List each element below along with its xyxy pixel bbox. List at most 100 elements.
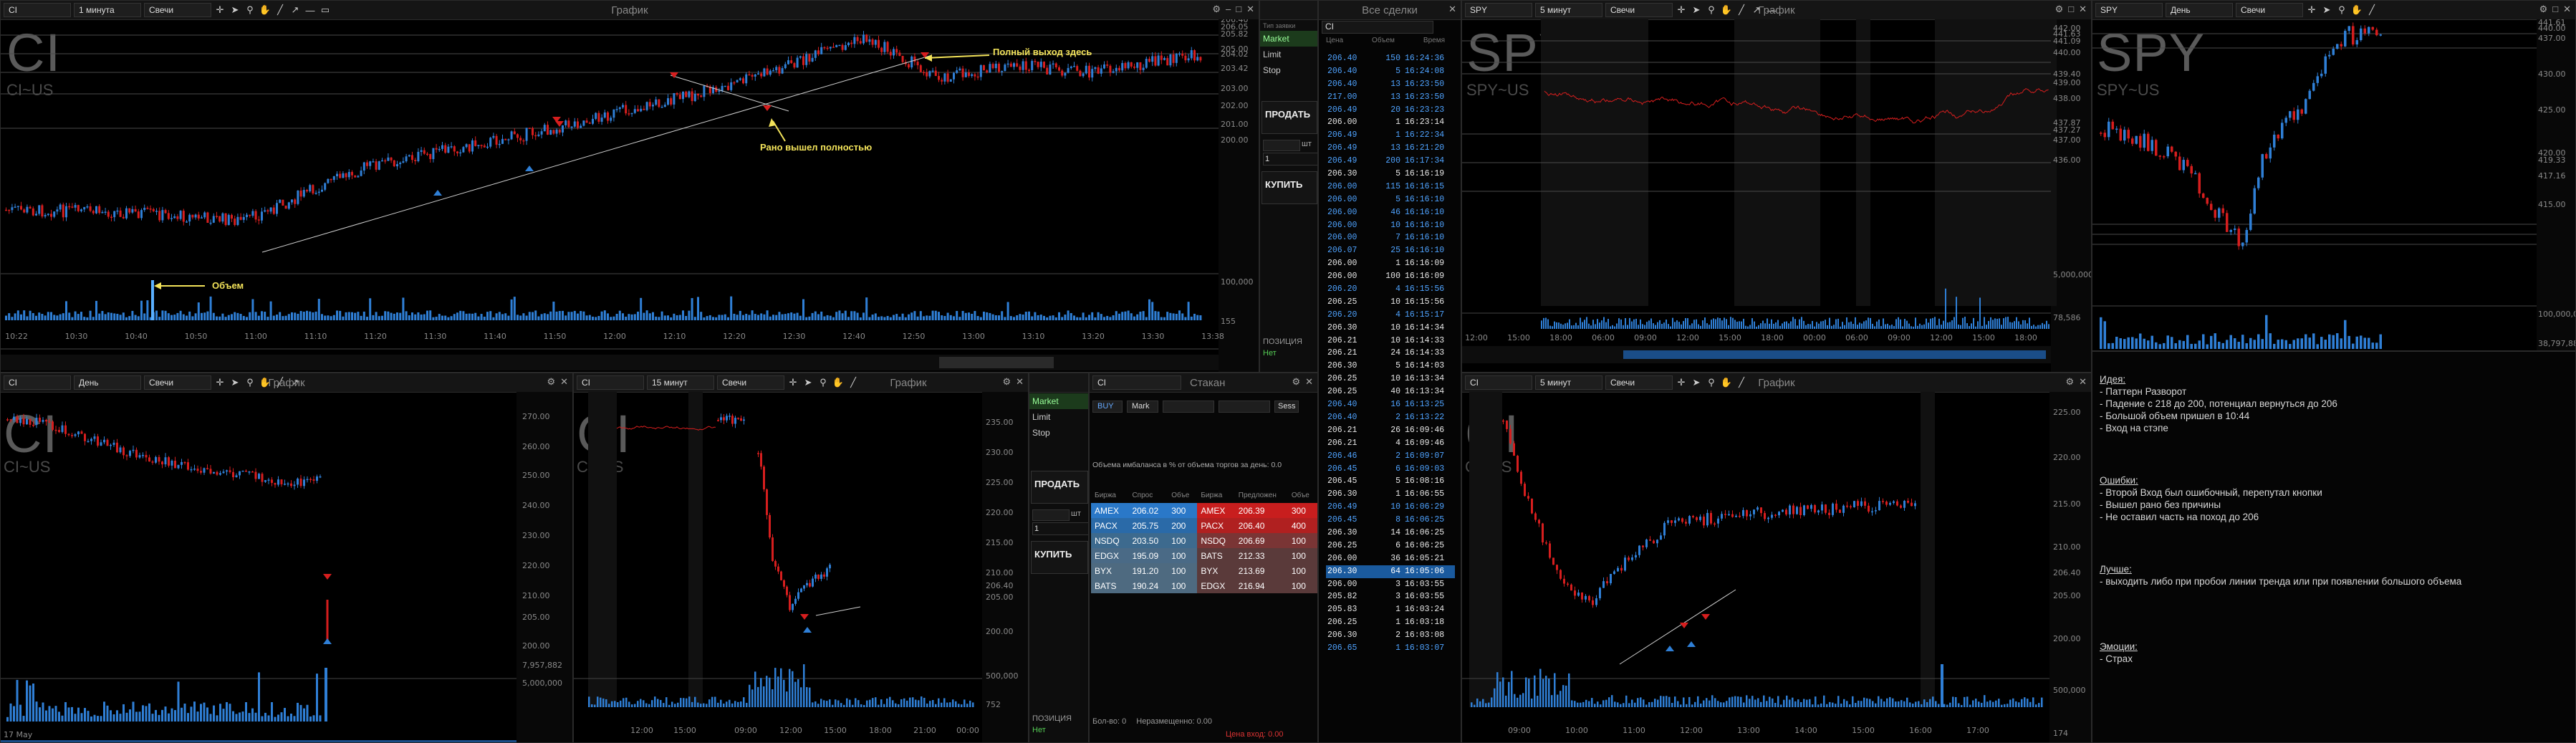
buy-button[interactable]: КУПИТЬ [1261, 171, 1317, 204]
trade-row[interactable]: 206.21 10 16:14:33 [1326, 335, 1455, 347]
trade-row[interactable]: 206.46 2 16:09:07 [1326, 450, 1455, 463]
trade-row[interactable]: 205.83 1 16:03:24 [1326, 603, 1455, 616]
symbol-input[interactable]: CI [1465, 375, 1532, 390]
trade-row[interactable]: 205.82 3 16:03:55 [1326, 590, 1455, 603]
trade-row[interactable]: 217.00 13 16:23:50 [1326, 91, 1455, 104]
trade-row[interactable]: 206.30 1 16:06:55 [1326, 488, 1455, 501]
close-icon[interactable]: ✕ [2563, 4, 2571, 14]
order-type-stop[interactable]: Stop [1032, 428, 1050, 438]
settings-icon[interactable]: ⚙ [2539, 4, 2548, 14]
trade-row[interactable]: 206.21 4 16:09:46 [1326, 437, 1455, 450]
trade-row[interactable]: 206.25 6 16:06:25 [1326, 540, 1455, 552]
trade-row[interactable]: 206.45 5 16:08:16 [1326, 475, 1455, 488]
pointer-icon[interactable]: ➤ [2322, 4, 2331, 15]
buy-button[interactable]: КУПИТЬ [1031, 541, 1088, 574]
close-icon[interactable]: ✕ [1305, 376, 1313, 387]
order-type-market[interactable]: Market [1260, 31, 1317, 47]
side-select[interactable]: BUY [1092, 401, 1123, 413]
session-select[interactable]: Sess [1274, 401, 1299, 413]
hand-icon[interactable]: ✋ [259, 4, 271, 15]
trade-row[interactable]: 206.00 1 16:16:09 [1326, 257, 1455, 270]
qty-input[interactable]: 1 [1032, 522, 1088, 535]
trade-row[interactable]: 206.00 46 16:16:10 [1326, 206, 1455, 219]
close-icon[interactable]: ✕ [1246, 4, 1254, 14]
chart-type-select[interactable]: Свечи [1605, 3, 1673, 17]
close-icon[interactable]: ✕ [560, 376, 568, 387]
l2-row[interactable]: BYX 191.20 100 BYX 213.69 100 [1091, 563, 1317, 578]
trade-row[interactable]: 206.25 40 16:13:34 [1326, 385, 1455, 398]
trade-row[interactable]: 206.25 10 16:15:56 [1326, 296, 1455, 309]
pointer-icon[interactable]: ➤ [231, 377, 239, 388]
trade-row[interactable]: 206.49 20 16:23:23 [1326, 104, 1455, 117]
settings-icon[interactable]: ⚙ [1002, 376, 1011, 387]
trade-row[interactable]: 206.07 25 16:16:10 [1326, 244, 1455, 257]
crosshair-icon[interactable]: ✛ [1677, 377, 1686, 388]
interval-select[interactable]: 5 минут [1535, 3, 1602, 17]
order-type-limit[interactable]: Limit [1032, 412, 1051, 422]
close-icon[interactable]: ✕ [1448, 4, 1456, 14]
price-chart[interactable]: 442.00441.63441.09440.00439.40439.00438.… [1462, 19, 2092, 373]
close-icon[interactable]: ✕ [1016, 376, 1024, 387]
price-chart[interactable]: 225.00220.00215.00210.00206.40205.00200.… [1462, 392, 2092, 743]
l2-row[interactable]: PACX 205.75 200 PACX 206.40 400 [1091, 518, 1317, 533]
zoom-icon[interactable]: ⚲ [246, 4, 254, 15]
trade-row[interactable]: 206.20 4 16:15:17 [1326, 309, 1455, 322]
price-chart[interactable]: 270.00260.00250.00240.00230.00220.00210.… [1, 392, 573, 743]
hand-icon[interactable]: ✋ [1720, 377, 1733, 388]
chart-type-select[interactable]: Свечи [2236, 3, 2303, 17]
trade-row[interactable]: 206.49 1 16:22:34 [1326, 129, 1455, 142]
arrow-icon[interactable]: ↗ [291, 4, 299, 15]
crosshair-icon[interactable]: ✛ [2307, 4, 2316, 15]
route-select[interactable]: Mark [1127, 401, 1158, 413]
trade-row[interactable]: 206.40 16 16:13:25 [1326, 398, 1455, 411]
chart-type-select[interactable]: Свечи [144, 375, 211, 390]
crosshair-icon[interactable]: ✛ [1677, 4, 1686, 15]
hand-icon[interactable]: ✋ [1720, 4, 1733, 15]
pointer-icon[interactable]: ➤ [1692, 4, 1701, 15]
chart-type-select[interactable]: Свечи [1605, 375, 1673, 390]
chart-pane-ci-1min[interactable]: CI 1 минута Свечи ✛ ➤ ⚲ ✋ ╱ ↗ ― ▭ График… [0, 0, 1259, 373]
l2-row[interactable]: NSDQ 203.50 100 NSDQ 206.69 100 [1091, 533, 1317, 548]
l2-row[interactable]: BATS 190.24 100 EDGX 216.94 100 [1091, 578, 1317, 593]
minimize-icon[interactable]: – [1226, 4, 1231, 14]
trade-row[interactable]: 206.21 24 16:14:33 [1326, 347, 1455, 360]
tif-select-2[interactable] [1219, 401, 1270, 413]
zoom-icon[interactable]: ⚲ [246, 377, 254, 388]
trade-row[interactable]: 206.00 36 16:05:21 [1326, 552, 1455, 565]
price-chart[interactable]: 235.00230.00225.00220.00215.00210.00206.… [574, 392, 1029, 743]
trade-row[interactable]: 206.00 5 16:16:10 [1326, 193, 1455, 206]
trade-row[interactable]: 206.00 10 16:16:10 [1326, 219, 1455, 232]
hand-icon[interactable]: ✋ [259, 377, 271, 388]
crosshair-icon[interactable]: ✛ [789, 377, 797, 388]
trade-row[interactable]: 206.25 10 16:13:34 [1326, 373, 1455, 385]
trade-row[interactable]: 206.30 64 16:05:06 [1326, 565, 1455, 578]
trade-row[interactable]: 206.30 2 16:03:08 [1326, 629, 1455, 642]
settings-icon[interactable]: ⚙ [2054, 4, 2064, 14]
trade-row[interactable]: 206.30 5 16:16:19 [1326, 168, 1455, 181]
order-type-limit[interactable]: Limit [1263, 49, 1282, 59]
trade-row[interactable]: 206.00 100 16:16:09 [1326, 270, 1455, 283]
trade-row[interactable]: 206.30 5 16:14:03 [1326, 360, 1455, 373]
symbol-input[interactable]: SPY [2095, 3, 2163, 17]
zoom-icon[interactable]: ⚲ [1708, 4, 1715, 15]
chart-pane-ci-daily[interactable]: CI День Свечи ✛ ➤ ⚲ ✋ ╱ ↗ График ⚙ ✕ CI C… [0, 373, 573, 743]
symbol-input[interactable]: CI [4, 3, 71, 17]
close-icon[interactable]: ✕ [2079, 4, 2087, 14]
interval-select[interactable]: 1 минута [74, 3, 141, 17]
trade-row[interactable]: 206.40 5 16:24:08 [1326, 65, 1455, 78]
chart-pane-spy-5min[interactable]: SPY 5 минут Свечи ✛ ➤ ⚲ ✋ ╱ ↗ ― График ⚙… [1461, 0, 2092, 373]
close-icon[interactable]: ✕ [2079, 376, 2087, 387]
zoom-icon[interactable]: ⚲ [1708, 377, 1715, 388]
settings-icon[interactable]: ⚙ [2065, 376, 2075, 387]
trade-row[interactable]: 206.25 1 16:03:18 [1326, 616, 1455, 629]
trade-row[interactable]: 206.00 115 16:16:15 [1326, 181, 1455, 193]
chart-pane-spy-daily[interactable]: SPY День Свечи ✛ ➤ ⚲ ✋ ╱ ⚙ □ ✕ SPY SPY~US … [2092, 0, 2576, 351]
maximize-icon[interactable]: □ [2552, 4, 2559, 14]
chart-type-select[interactable]: Свечи [144, 3, 211, 17]
trade-row[interactable]: 206.49 10 16:06:29 [1326, 501, 1455, 514]
interval-select[interactable]: 15 минут [647, 375, 714, 390]
pointer-icon[interactable]: ➤ [231, 4, 239, 15]
trade-row[interactable]: 206.40 13 16:23:50 [1326, 78, 1455, 91]
trade-row[interactable]: 206.20 4 16:15:56 [1326, 283, 1455, 296]
